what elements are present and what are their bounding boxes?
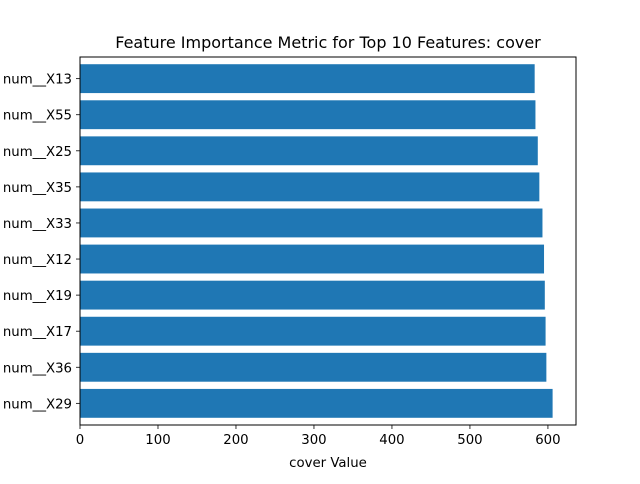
bars-layer: [80, 64, 553, 418]
bar-num-x17: [80, 316, 546, 346]
y-tick-label: num__X36: [3, 361, 72, 376]
bar-num-x25: [80, 136, 538, 166]
y-tick-label: num__X25: [3, 145, 72, 160]
bar-num-x13: [80, 64, 535, 94]
y-tick-label: num__X17: [3, 325, 72, 340]
x-tick-label: 300: [301, 433, 326, 448]
x-tick-label: 400: [379, 433, 404, 448]
bar-num-x35: [80, 172, 540, 202]
bar-num-x29: [80, 388, 553, 418]
y-tick-label: num__X29: [3, 397, 72, 412]
x-tick-label: 200: [223, 433, 248, 448]
y-tick-label: num__X13: [3, 73, 72, 88]
bar-num-x36: [80, 352, 547, 382]
bar-num-x33: [80, 208, 543, 238]
chart-title: Feature Importance Metric for Top 10 Fea…: [115, 33, 541, 52]
x-tick-label: 500: [457, 433, 482, 448]
x-axis-label: cover Value: [289, 456, 367, 471]
y-tick-label: num__X12: [3, 253, 72, 268]
bar-num-x55: [80, 100, 536, 130]
x-tick-label: 100: [145, 433, 170, 448]
y-tick-label: num__X19: [3, 289, 72, 304]
x-ticks-layer: 0 100 200 300 400 500 600: [76, 425, 561, 448]
plot-frame: [79, 56, 577, 426]
y-tick-label: num__X33: [3, 217, 72, 232]
x-tick-label: 600: [535, 433, 560, 448]
y-ticks-layer: num__X29 num__X36 num__X17 num__X19 num__X12…: [3, 73, 80, 412]
bar-num-x19: [80, 280, 545, 310]
y-tick-label: num__X55: [3, 109, 72, 124]
x-tick-label: 0: [76, 433, 84, 448]
y-tick-label: num__X35: [3, 181, 72, 196]
bar-num-x12: [80, 244, 545, 274]
